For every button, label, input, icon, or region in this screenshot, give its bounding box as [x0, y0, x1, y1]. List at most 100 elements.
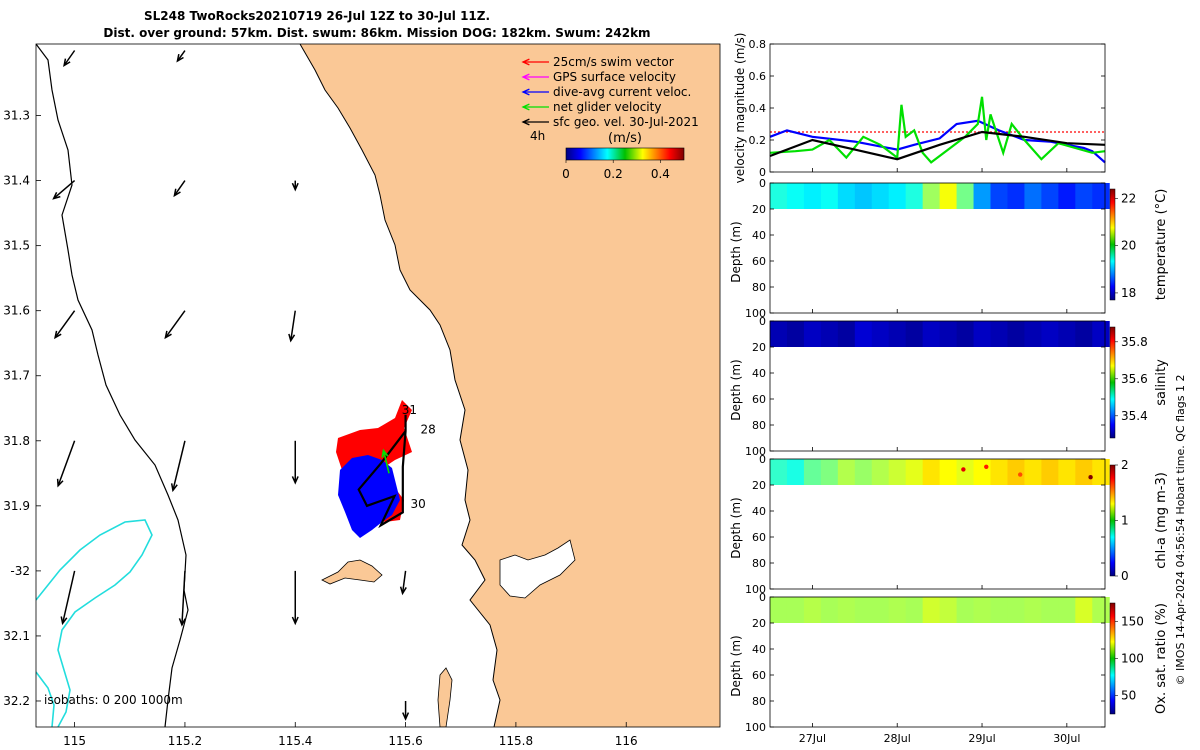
profile-cell — [770, 321, 788, 347]
depth-ylabel: Depth (m) — [729, 359, 743, 420]
profile-cell — [990, 321, 1008, 347]
legend-label: net glider velocity — [553, 100, 661, 114]
day-label: 28 — [420, 423, 435, 437]
depth-tick-label: 0 — [759, 315, 766, 328]
profile-cell — [1075, 183, 1093, 209]
profile-cell — [956, 597, 975, 623]
profile-cell — [1092, 183, 1110, 209]
profile-cell — [990, 183, 1008, 209]
depth-tick-label: 0 — [759, 453, 766, 466]
legend-arrow — [521, 73, 549, 81]
legend-arrow-head — [521, 88, 530, 96]
colorbar-tick-label: 50 — [1121, 689, 1136, 703]
lon-tick-label: 115.6 — [388, 734, 422, 748]
profile-cell — [1007, 183, 1025, 209]
legend-cb-tick-label: 0.4 — [651, 167, 670, 181]
profile-cell — [820, 321, 839, 347]
profile-cell — [973, 597, 992, 623]
colorbar-label: temperature (°C) — [1154, 189, 1169, 301]
profile-cell — [837, 183, 856, 209]
colorbar-label: Ox. sat. ratio (%) — [1154, 603, 1169, 714]
colorbar-tick-label: 35.4 — [1121, 409, 1148, 423]
profile-cell — [1041, 459, 1059, 485]
depth-tick-label: 20 — [752, 203, 766, 216]
net-velocity-arrow-shaft — [382, 450, 390, 474]
geo-vector-head — [178, 618, 186, 627]
map-lon-ticks: 115 115.2 115.4 115.6 115.8 116 — [63, 722, 638, 748]
profile-cell — [1092, 597, 1110, 623]
profile-cell — [1092, 459, 1110, 485]
geo-vector — [170, 440, 186, 493]
colorbar-tick-label: 1 — [1121, 514, 1129, 528]
geo-vector-head — [399, 586, 407, 596]
depth-tick-label: 60 — [752, 255, 766, 268]
legend-label: 25cm/s swim vector — [553, 55, 674, 69]
legend-colorbar — [565, 147, 685, 161]
island-garden — [437, 667, 453, 727]
depth-tick-label: 80 — [752, 419, 766, 432]
profile-frame — [769, 458, 1106, 590]
depth-tick-label: 80 — [752, 695, 766, 708]
geo-vector-head — [56, 478, 64, 488]
profile-cell — [803, 321, 822, 347]
profile-panel: 0 20 40 60 80 100 Depth (m) 18 20 22 temperature (… — [729, 177, 1169, 320]
profile-cell — [905, 459, 924, 485]
lon-tick-label: 115.2 — [168, 734, 202, 748]
geo-vector-shaft — [54, 310, 76, 339]
profile-cell — [905, 183, 924, 209]
vel-ytick-label: 0.8 — [749, 38, 767, 51]
profile-cell — [1058, 597, 1076, 623]
geo-vector — [288, 310, 296, 343]
depth-ylabel: Depth (m) — [729, 497, 743, 558]
profile-cell — [973, 183, 992, 209]
geo-vector-shaft — [181, 570, 186, 625]
title-line-1: SL248 TwoRocks20210719 26-Jul 12Z to 30-… — [144, 9, 490, 23]
profile-cell — [990, 459, 1008, 485]
profile-cell — [1041, 321, 1059, 347]
lat-tick-label: 31.7 — [3, 369, 30, 383]
time-tick-label: 29Jul — [968, 732, 995, 745]
day-label: 30 — [411, 497, 426, 511]
geo-vector-head — [170, 483, 178, 493]
depth-ylabel: Depth (m) — [729, 221, 743, 282]
map-frame — [35, 43, 721, 728]
lat-tick-label: 31.5 — [3, 239, 30, 253]
depth-tick-label: 40 — [752, 505, 766, 518]
profile-panel: 0 20 40 60 80 100 Depth (m) 50 100 150 Ox. sat. ra… — [729, 591, 1169, 734]
depth-tick-label: 100 — [745, 583, 766, 596]
profile-cell — [939, 321, 958, 347]
depth-tick-label: 60 — [752, 531, 766, 544]
profile-cell — [1058, 183, 1076, 209]
profile-cell — [1024, 321, 1042, 347]
profile-cell — [1058, 321, 1076, 347]
glider-track — [357, 414, 407, 529]
profile-cell — [871, 597, 890, 623]
lat-tick-label: 32.1 — [3, 629, 30, 643]
geo-vector — [178, 570, 186, 627]
colorbar-label: salinity — [1154, 359, 1169, 406]
colorbar-tick-label: 35.8 — [1121, 335, 1148, 349]
lat-tick-label: 32.2 — [3, 694, 30, 708]
profile-cell — [854, 459, 873, 485]
depth-tick-label: 20 — [752, 341, 766, 354]
profile-colorbar — [1109, 188, 1116, 301]
legend-arrow — [521, 103, 549, 111]
vel-ytick-label: 0 — [759, 166, 766, 179]
geo-vector-head — [60, 616, 68, 626]
profile-cell — [871, 459, 890, 485]
depth-tick-label: 100 — [745, 307, 766, 320]
velocity-series-line — [769, 96, 1106, 164]
geo-vector-shaft — [172, 440, 186, 491]
profile-cell — [820, 597, 839, 623]
profile-cell — [1007, 321, 1025, 347]
geo-vector — [176, 50, 186, 63]
profile-cell — [888, 597, 907, 623]
interval-label: 4h — [530, 129, 545, 143]
velocity-panel: 0 0.2 0.4 0.6 0.8 velocity magnitude (m/s) — [733, 33, 1106, 183]
profile-highlight — [1017, 472, 1023, 477]
profile-cell — [803, 597, 822, 623]
profile-frame — [769, 182, 1106, 314]
legend-label: dive-avg current veloc. — [553, 85, 691, 99]
geo-vector-shaft — [173, 180, 186, 197]
